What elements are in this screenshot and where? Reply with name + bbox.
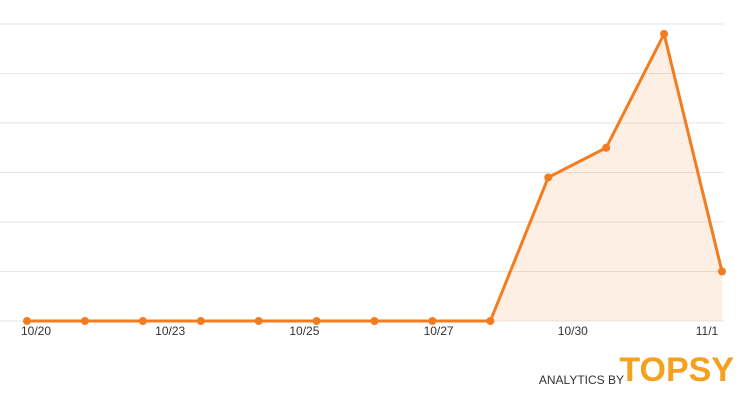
point xyxy=(138,317,147,325)
point xyxy=(80,317,89,325)
x-tick-label: 10/20 xyxy=(21,324,51,338)
point xyxy=(254,317,263,325)
point xyxy=(486,317,495,325)
point xyxy=(23,317,31,325)
point xyxy=(660,29,669,38)
area xyxy=(27,33,722,322)
point xyxy=(718,267,726,276)
x-tick-label: 10/27 xyxy=(424,324,454,338)
plot: 10/20 10/23 10/25 10/27 10/30 11/1 xyxy=(0,23,726,338)
point xyxy=(196,317,205,325)
x-tick-label: 10/23 xyxy=(155,324,185,338)
point xyxy=(312,317,321,325)
point xyxy=(370,317,379,325)
footer-brand: TOPSY xyxy=(619,351,734,389)
point xyxy=(428,317,437,325)
point xyxy=(602,143,611,152)
point xyxy=(544,173,553,182)
x-tick-label: 11/1 xyxy=(696,324,719,338)
x-tick-label: 10/30 xyxy=(558,324,588,338)
footer-prefix: ANALYTICS BY xyxy=(539,373,624,387)
x-tick-label: 10/25 xyxy=(289,324,319,338)
